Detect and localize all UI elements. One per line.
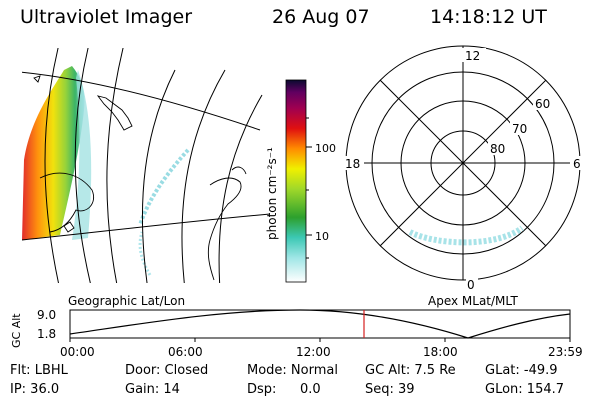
polar-lat-70: 70: [512, 122, 527, 136]
aurora-faint-arc: [138, 148, 190, 226]
apex-label: Apex MLat/MLT: [428, 294, 518, 308]
timeline-y-label: GC Alt: [10, 313, 23, 348]
geographic-map: [22, 48, 270, 283]
polar-mlt-0: 0: [467, 278, 475, 292]
polar-plot: [345, 45, 581, 281]
polar-aurora-arc: [408, 225, 524, 246]
polar-mlt-18: 18: [345, 157, 360, 171]
status-glat: GLat: -49.9: [485, 363, 558, 378]
polar-mlt-6: 6: [573, 157, 581, 171]
time-tick-1200: 12:00: [296, 345, 331, 359]
status-glon: GLon: 154.7: [485, 382, 565, 397]
instrument-title: Ultraviolet Imager: [20, 6, 193, 28]
time-tick-0000: 00:00: [60, 345, 95, 359]
time-title: 14:18:12 UT: [430, 6, 547, 28]
status-ip: IP: 36.0: [10, 382, 60, 397]
status-mode: Mode: Normal: [247, 363, 338, 378]
timeline-ytick-low: 1.8: [37, 327, 56, 341]
polar-mlt-12: 12: [465, 49, 480, 63]
date-title: 26 Aug 07: [272, 6, 370, 28]
aurora-band-main: [22, 66, 85, 240]
status-dsp-value: 0.0: [300, 382, 321, 397]
polar-lat-60: 60: [535, 97, 550, 111]
map-graticule: [22, 48, 270, 283]
status-dsp-label: Dsp:: [247, 382, 277, 397]
timeline-ytick-high: 9.0: [37, 308, 56, 322]
status-gc-alt: GC Alt: 7.5 Re: [365, 363, 456, 378]
colorbar-tick-100: 100: [315, 142, 336, 155]
orbit-timeline: GC Alt 9.0 1.8 00:00 06:00 12:00 18:00 2…: [10, 308, 583, 359]
time-tick-0600: 06:00: [168, 345, 203, 359]
time-tick-1800: 18:00: [423, 345, 458, 359]
aurora-band-diffuse: [72, 70, 92, 240]
status-gain: Gain: 14: [125, 382, 180, 397]
status-door: Door: Closed: [125, 363, 209, 378]
colorbar: 100 10 photon cm⁻²s⁻¹: [265, 79, 336, 283]
status-seq: Seq: 39: [365, 382, 415, 397]
colorbar-unit-label: photon cm⁻²s⁻¹: [265, 147, 279, 240]
status-filter: Flt: LBHL: [10, 363, 68, 378]
map-label: Geographic Lat/Lon: [68, 294, 185, 308]
polar-lat-80: 80: [490, 142, 505, 156]
colorbar-tick-10: 10: [315, 230, 329, 243]
coastlines: [33, 75, 247, 281]
time-tick-2359: 23:59: [548, 345, 583, 359]
gc-alt-curve: [69, 309, 571, 339]
